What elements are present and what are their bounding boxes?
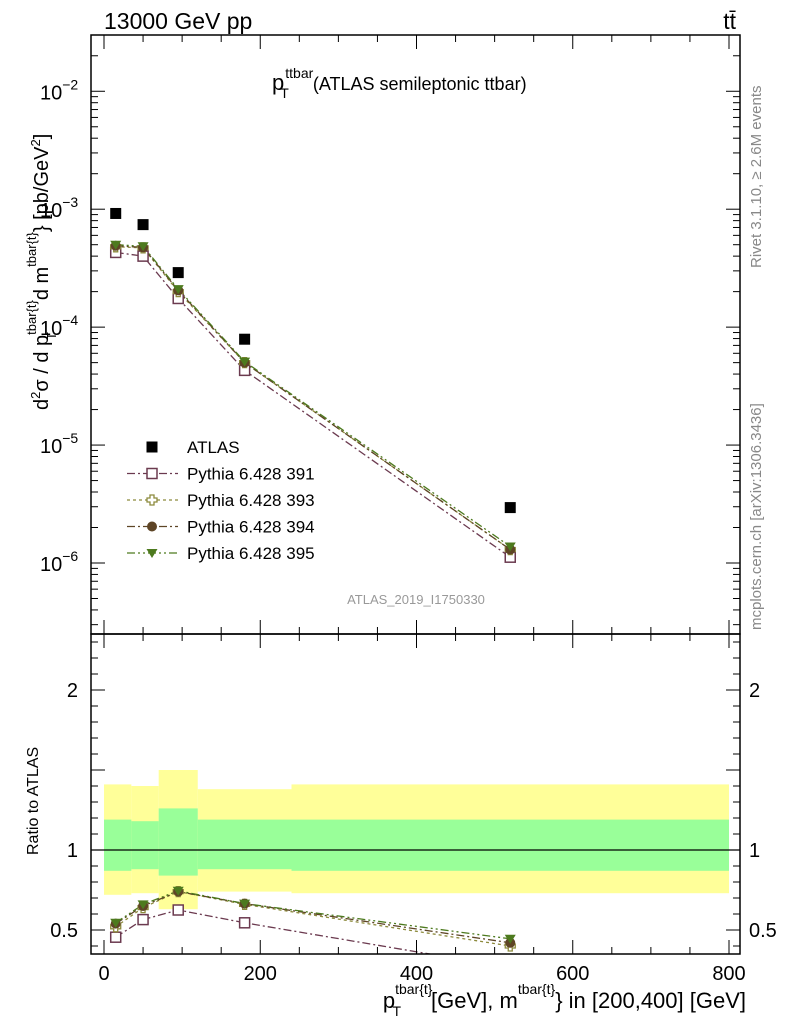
x-tick-label: 400 [400, 963, 433, 985]
ratio-y-tick-label: 2 [67, 680, 78, 702]
ratio-point [239, 899, 251, 909]
ratio-point [504, 934, 516, 944]
uncertainty-band-inner [158, 808, 198, 876]
x-tick-label: 800 [712, 963, 745, 985]
legend-marker [146, 467, 158, 480]
uncertainty-band-inner [104, 819, 132, 871]
ratio-line [115, 909, 434, 954]
y-axis-label-ratio: Ratio to ATLAS [25, 747, 42, 855]
legend-marker [147, 521, 157, 532]
legend-label: Pythia 6.428 393 [187, 491, 315, 510]
analysis-watermark: ATLAS_2019_I1750330 [347, 592, 485, 607]
y-tick-label: 10−6 [40, 548, 78, 576]
data-point [172, 285, 184, 295]
ratio-point [137, 900, 149, 910]
x-tick-label: 200 [244, 963, 277, 985]
legend-label: Pythia 6.428 394 [187, 518, 315, 537]
ratio-point [172, 886, 184, 896]
legend-entry: ATLAS [146, 438, 240, 457]
mcplots-label: mcplots.cern.ch [arXiv:1306.3436] [748, 403, 765, 630]
x-tick-label: 600 [556, 963, 589, 985]
header-left: 13000 GeV pp [104, 8, 252, 34]
uncertainty-band-inner [291, 819, 729, 871]
ratio-y-tick-label-right: 1 [749, 840, 760, 862]
main-title-sup: ttbar [285, 65, 313, 81]
data-point [110, 240, 122, 250]
ratio-y-tick-label: 0.5 [50, 920, 78, 942]
y-tick-label: 10−3 [40, 194, 78, 222]
legend-marker [146, 494, 158, 506]
ratio-frame [90, 633, 741, 955]
legend-label: Pythia 6.428 395 [187, 544, 315, 563]
legend-entry: Pythia 6.428 393 [127, 491, 315, 510]
data-point [504, 542, 516, 552]
uncertainty-band-inner [131, 821, 159, 870]
ratio-y-tick-label-right: 0.5 [749, 920, 777, 942]
y-tick-label: 10−2 [40, 76, 78, 104]
ratio-y-tick-label: 1 [67, 840, 78, 862]
uncertainty-band-inner [197, 819, 292, 870]
ratio-y-tick-label-right: 2 [749, 680, 760, 702]
x-tick-label: 0 [98, 963, 109, 985]
ratio-point [238, 917, 251, 929]
main-title-p: p [272, 70, 284, 95]
data-point [172, 267, 184, 279]
data-point [504, 502, 516, 514]
rivet-version-label: Rivet 3.1.10, ≥ 2.6M events [748, 86, 765, 269]
ratio-point [109, 931, 122, 943]
main-title-rest: (ATLAS semileptonic ttbar) [313, 74, 527, 94]
header-right: tt̄ [723, 8, 736, 34]
legend-marker [146, 549, 158, 558]
data-point [110, 207, 122, 219]
legend-label: Pythia 6.428 391 [187, 465, 315, 484]
upper-panel: 10−6 10−5 10−4 10−3 10−2 ATLAS Pythia 6.428 39… [40, 34, 741, 635]
data-point [239, 357, 251, 367]
y-axis-label-upper: d2σ / d ptbar{t}Td mtbar{t}} [pb/GeV2] [24, 134, 59, 410]
y-tick-label: 10−5 [40, 430, 78, 458]
ratio-point [172, 904, 184, 916]
ratio-series [109, 885, 516, 954]
legend-entry: Pythia 6.428 391 [127, 465, 315, 484]
data-point [137, 242, 149, 252]
ratio-point [110, 918, 122, 928]
legend-marker [146, 441, 158, 453]
legend-label: ATLAS [187, 438, 240, 457]
y-tick-label: 10−4 [40, 312, 78, 340]
main-title: pttbar T (ATLAS semileptonic ttbar) [272, 65, 527, 101]
series-line [115, 244, 511, 548]
data-point [239, 333, 251, 345]
main-title-sub: T [280, 85, 289, 101]
x-axis-label: ptbar{t} T [GeV], mtbar{t}} in [200,400] [… [383, 981, 746, 1019]
legend-entry: Pythia 6.428 395 [127, 544, 315, 563]
ratio-point [137, 913, 149, 926]
ratio-panel: 0.5 0.5 1 1 2 2 0 200 400 600 800 [50, 633, 777, 985]
legend: ATLAS Pythia 6.428 391 Pythia 6.428 393 Pyt… [127, 438, 315, 563]
data-point [137, 219, 149, 231]
legend-entry: Pythia 6.428 394 [127, 518, 315, 537]
